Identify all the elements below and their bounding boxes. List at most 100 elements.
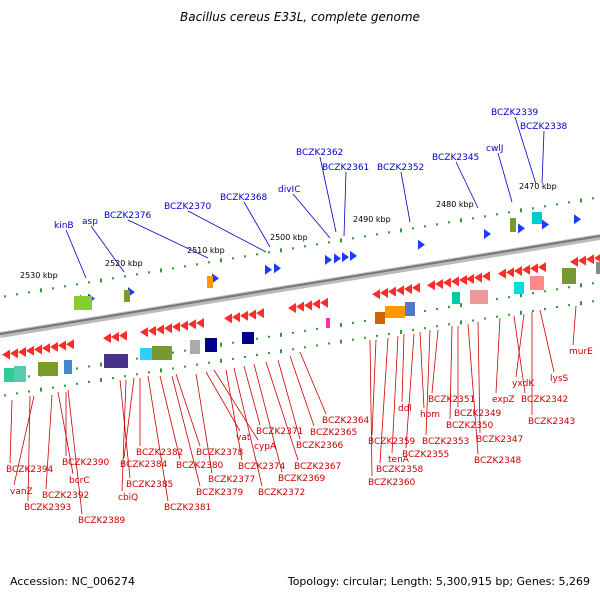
- coordinate-tick: [484, 215, 486, 218]
- lower-tick: [304, 346, 306, 349]
- gene-arrow-reverse: [288, 302, 296, 313]
- gene-arrow-reverse: [224, 313, 232, 324]
- gene-arrow-reverse: [232, 312, 240, 323]
- label-leader-line: [369, 339, 373, 477]
- gene-label-lower: BCZK2382: [136, 448, 183, 458]
- coordinate-tick: [124, 275, 126, 278]
- gene-label-lower: BCZK2360: [368, 478, 416, 488]
- gene-arrow-reverse: [256, 308, 264, 319]
- gene-arrow-reverse: [388, 286, 396, 297]
- label-leader-line: [121, 379, 127, 492]
- label-leader-line: [119, 379, 131, 479]
- gene-arrow-reverse: [111, 331, 119, 342]
- coordinate-tick: [40, 288, 42, 293]
- lower-tick: [28, 375, 30, 378]
- gene-label-lower: BCZK2393: [24, 503, 71, 513]
- gene-arrow-reverse: [66, 339, 74, 350]
- gene-label-lower: BCZK2343: [528, 417, 575, 427]
- gene-arrow-reverse: [164, 323, 172, 334]
- gene-label-lower: BCZK2392: [42, 491, 89, 501]
- label-leader-line: [277, 359, 301, 440]
- kbp-tick-label: 2530 kbp: [20, 271, 58, 280]
- lower-tick: [436, 308, 438, 311]
- lower-tick: [232, 341, 234, 344]
- gene-label-lower: ddl: [398, 404, 412, 414]
- gene-arrow-reverse: [248, 309, 256, 320]
- gene-arrow-forward: [518, 223, 525, 234]
- coordinate-tick: [304, 245, 306, 248]
- coordinate-tick: [76, 283, 78, 286]
- lower-tick: [520, 310, 522, 315]
- gene-label-lower: BCZK2366: [296, 441, 344, 451]
- gene-arrow-reverse: [296, 301, 304, 312]
- lower-tick: [496, 315, 498, 318]
- coordinate-tick: [208, 261, 210, 264]
- label-leader-line: [289, 355, 315, 427]
- label-leader-line: [467, 323, 479, 455]
- lower-tick: [340, 322, 342, 327]
- feature-block: [510, 218, 516, 232]
- coordinate-tick: [544, 205, 546, 208]
- label-leader-line: [371, 339, 377, 436]
- feature-block: [596, 262, 600, 274]
- label-leader-line: [27, 395, 31, 502]
- label-leader-line: [147, 375, 169, 502]
- gene-label-lower: BCZK2367: [294, 462, 341, 472]
- lower-tick: [400, 330, 402, 334]
- label-leader-line: [265, 361, 299, 461]
- lower-tick: [592, 282, 594, 285]
- gene-arrow-reverse: [396, 285, 404, 296]
- gene-label-lower: tenA: [388, 455, 410, 465]
- gene-label-lower: BCZK2385: [126, 480, 173, 490]
- gene-arrow-reverse: [372, 289, 380, 300]
- feature-block: [532, 212, 542, 224]
- lower-tick: [460, 320, 462, 325]
- lower-tick: [532, 292, 534, 295]
- label-leader-line: [541, 130, 545, 184]
- lower-tick: [520, 293, 522, 298]
- lower-tick: [448, 306, 450, 309]
- coordinate-tick: [580, 198, 582, 203]
- gene-arrow-reverse: [304, 300, 312, 311]
- lower-tick: [304, 329, 306, 332]
- lower-tick: [220, 342, 222, 347]
- coordinate-tick: [328, 241, 330, 244]
- coordinate-tick: [520, 208, 522, 213]
- gene-arrow-reverse: [2, 349, 10, 360]
- gene-arrow-reverse: [435, 278, 443, 289]
- lower-tick: [268, 335, 270, 338]
- lower-tick: [448, 323, 450, 326]
- topology-label: Topology: circular; Length: 5,300,915 bp…: [287, 575, 590, 588]
- gene-arrow-reverse: [498, 268, 506, 279]
- coordinate-tick: [316, 243, 318, 246]
- coordinate-tick: [496, 213, 498, 216]
- gene-label-lower: BCZK2379: [196, 488, 244, 498]
- gene-arrow-reverse: [427, 280, 435, 291]
- lower-tick: [256, 354, 258, 357]
- label-leader-line: [9, 399, 13, 464]
- gene-arrow-reverse: [172, 321, 180, 332]
- coordinate-tick: [388, 231, 390, 234]
- feature-block: [124, 290, 130, 302]
- coordinate-tick: [592, 197, 594, 200]
- coordinate-tick: [436, 223, 438, 226]
- label-leader-line: [477, 321, 481, 434]
- label-leader-line: [243, 201, 271, 248]
- coordinate-tick: [472, 217, 474, 220]
- coordinate-tick: [232, 257, 234, 260]
- coordinate-tick: [532, 207, 534, 210]
- gene-arrow-reverse: [451, 276, 459, 287]
- feature-block: [38, 362, 58, 376]
- genome-backbone-edge: [0, 235, 600, 335]
- feature-block: [205, 338, 217, 352]
- gene-arrow-reverse: [156, 324, 164, 335]
- lower-tick: [280, 332, 282, 337]
- lower-tick: [148, 371, 150, 374]
- lower-tick: [172, 367, 174, 370]
- lower-tick: [184, 349, 186, 352]
- label-leader-line: [123, 377, 135, 459]
- gene-label-lower: bcrC: [69, 476, 90, 486]
- feature-block: [207, 276, 213, 288]
- gene-arrow-forward: [342, 252, 349, 263]
